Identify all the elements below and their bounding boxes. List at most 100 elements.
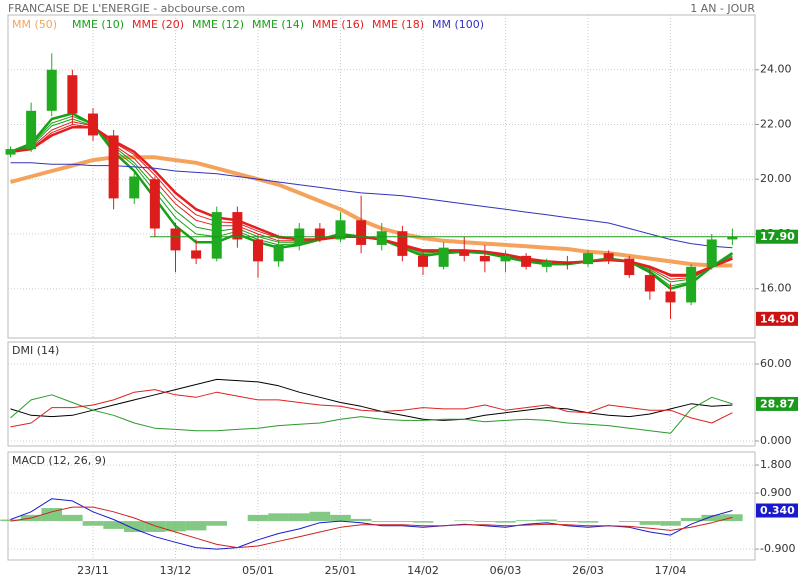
candle-body bbox=[603, 253, 614, 259]
candle-body bbox=[335, 220, 346, 240]
candle-body bbox=[314, 228, 325, 240]
series-line bbox=[10, 124, 733, 277]
y-tick-label: 16.00 bbox=[760, 282, 792, 295]
histogram-bar bbox=[474, 521, 496, 523]
legend-entry: MME (14) bbox=[252, 18, 304, 31]
y-tick-label: 1.800 bbox=[760, 458, 792, 471]
histogram-bar bbox=[82, 521, 104, 526]
legend-entry: MME (20) bbox=[132, 18, 184, 31]
candle-body bbox=[706, 239, 717, 267]
y-tick-label: 24.00 bbox=[760, 63, 792, 76]
price-label: 28.87 bbox=[760, 397, 795, 410]
histogram-bar bbox=[185, 521, 207, 531]
candle-body bbox=[541, 261, 552, 267]
candle-body bbox=[562, 261, 573, 265]
candle-body bbox=[273, 244, 284, 262]
histogram-bar bbox=[536, 519, 558, 522]
histogram-bar bbox=[144, 521, 166, 532]
candle-body bbox=[211, 212, 222, 259]
series-line bbox=[10, 394, 733, 434]
candle-body bbox=[521, 255, 532, 267]
panel-frame bbox=[7, 341, 756, 447]
x-tick-label: 14/02 bbox=[407, 564, 439, 577]
histogram-bar bbox=[577, 521, 599, 523]
y-tick-label: 0.900 bbox=[760, 486, 792, 499]
candle-body bbox=[418, 255, 428, 267]
candle-body bbox=[727, 236, 738, 240]
candle-body bbox=[624, 258, 635, 276]
y-tick-label: 22.00 bbox=[760, 117, 792, 130]
panel-frame bbox=[7, 14, 756, 339]
histogram-bar bbox=[330, 514, 351, 522]
price-label: 14.90 bbox=[760, 312, 795, 325]
panel-title: MACD (12, 26, 9) bbox=[12, 454, 106, 467]
histogram-bar bbox=[123, 521, 145, 532]
y-tick-label: 0.000 bbox=[760, 434, 792, 447]
x-tick-label: 13/12 bbox=[160, 564, 192, 577]
histogram-bar bbox=[206, 521, 228, 526]
candle-body bbox=[376, 231, 387, 245]
period: 1 AN - JOUR bbox=[690, 2, 755, 15]
histogram-bar bbox=[247, 514, 269, 522]
candle-body bbox=[26, 110, 37, 150]
series-line bbox=[10, 506, 733, 549]
histogram-bar bbox=[515, 520, 537, 522]
histogram-bar bbox=[350, 518, 372, 522]
histogram-bar bbox=[392, 521, 413, 523]
histogram-bar bbox=[412, 521, 434, 523]
price-label-box bbox=[756, 229, 798, 244]
histogram-bar bbox=[288, 513, 310, 522]
price-label: 17.90 bbox=[760, 230, 795, 243]
candle-body bbox=[88, 113, 98, 136]
histogram-bar bbox=[309, 511, 331, 522]
candle-body bbox=[253, 239, 263, 262]
candle-body bbox=[686, 266, 697, 303]
histogram-bar bbox=[62, 514, 83, 522]
candle-body bbox=[397, 231, 408, 256]
candle-body bbox=[438, 247, 449, 267]
price-label-box bbox=[756, 503, 798, 518]
legend-entry: MME (18) bbox=[372, 18, 424, 31]
candle-body bbox=[108, 135, 119, 199]
candle-body bbox=[129, 176, 140, 199]
price-label-box bbox=[756, 396, 798, 411]
histogram-bar bbox=[680, 517, 702, 522]
histogram-bar bbox=[618, 521, 640, 523]
series-line bbox=[10, 112, 734, 290]
panel-frame bbox=[7, 451, 756, 561]
series-line bbox=[10, 125, 733, 277]
x-tick-label: 17/04 bbox=[655, 564, 687, 577]
histogram-bar bbox=[495, 521, 516, 523]
x-tick-label: 25/01 bbox=[325, 564, 357, 577]
candle-body bbox=[67, 75, 78, 114]
series-line bbox=[10, 378, 733, 421]
histogram-bar bbox=[639, 521, 661, 525]
candle-body bbox=[170, 228, 181, 251]
series-line bbox=[10, 162, 733, 249]
price-label: 0.340 bbox=[760, 504, 795, 517]
candle-body bbox=[459, 250, 470, 256]
series-line bbox=[9, 155, 733, 268]
series-line bbox=[10, 389, 733, 428]
y-tick-label: 60.00 bbox=[760, 357, 792, 370]
histogram-bar bbox=[0, 519, 21, 522]
histogram-bar bbox=[103, 521, 124, 529]
legend-entry: MM (100) bbox=[432, 18, 484, 31]
candle-body bbox=[644, 275, 655, 292]
x-tick-label: 23/11 bbox=[77, 564, 109, 577]
y-tick-label: -0.900 bbox=[760, 542, 795, 555]
histogram-bar bbox=[660, 521, 681, 526]
histogram-bar bbox=[268, 513, 289, 522]
candle-body bbox=[191, 250, 202, 259]
candle-body bbox=[500, 255, 511, 262]
legend-entry: MME (12) bbox=[192, 18, 244, 31]
histogram-bar bbox=[371, 521, 393, 523]
histogram-bar bbox=[453, 520, 475, 522]
candle-body bbox=[149, 179, 160, 229]
panel-title: DMI (14) bbox=[12, 344, 59, 357]
histogram-bar bbox=[165, 521, 186, 532]
candle-body bbox=[46, 69, 57, 111]
histogram-bar bbox=[701, 514, 723, 522]
legend-entry: MME (16) bbox=[312, 18, 364, 31]
candle-body bbox=[356, 220, 367, 245]
